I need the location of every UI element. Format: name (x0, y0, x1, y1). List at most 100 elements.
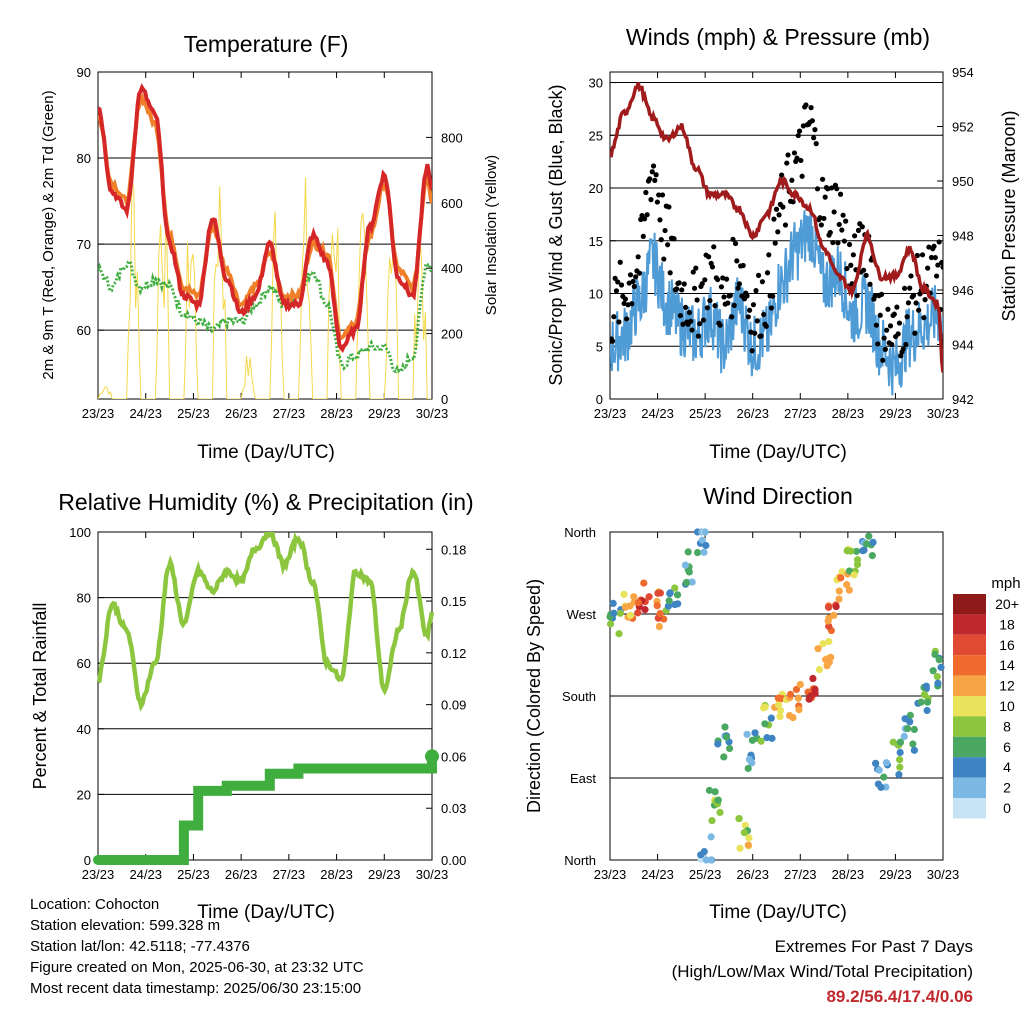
direction-point (900, 732, 908, 741)
pressure-line (610, 82, 943, 373)
direction-point (714, 796, 722, 804)
direction-point (760, 704, 768, 712)
y-tick-label: North (564, 853, 596, 868)
legend-label: 2 (1003, 780, 1011, 796)
x-tick-label: 26/23 (225, 867, 258, 882)
direction-point (682, 578, 690, 587)
gust-point (658, 237, 664, 243)
gust-point (877, 312, 883, 318)
gust-point (940, 264, 943, 270)
direction-point (934, 679, 942, 687)
direction-point (744, 841, 752, 849)
y2-tick-label: 944 (952, 338, 974, 353)
gust-point (900, 346, 906, 352)
gust-point (791, 150, 798, 156)
direction-point (853, 556, 862, 564)
y-tick-label: 60 (77, 656, 91, 671)
gust-point (654, 199, 660, 205)
gust-point (770, 293, 776, 299)
gust-point (718, 284, 725, 290)
temp-9m-line (98, 92, 432, 341)
direction-point (922, 682, 930, 690)
direction-point (701, 528, 709, 536)
y2-tick-label: 200 (441, 327, 463, 342)
gust-point (799, 173, 805, 179)
legend-label: 0 (1003, 800, 1011, 816)
x-tick-label: 27/23 (784, 867, 817, 882)
plot-frame (609, 531, 944, 861)
direction-point (837, 574, 845, 582)
gust-point (735, 285, 741, 291)
gust-point (627, 272, 634, 278)
legend-label: 14 (999, 657, 1015, 673)
gust-point (894, 304, 900, 310)
y-tick-label: 90 (77, 65, 91, 80)
humidity-ylabel: Percent & Total Rainfall (30, 603, 50, 790)
gust-point (630, 278, 636, 285)
wind-series (610, 82, 943, 396)
x-tick-label: 25/23 (689, 867, 722, 882)
direction-point (745, 755, 754, 764)
direction-point (761, 720, 769, 728)
legend-label: 20+ (995, 596, 1019, 612)
gust-point (731, 302, 737, 308)
gust-point (693, 265, 699, 271)
gust-point (844, 265, 850, 272)
direction-point (656, 589, 664, 597)
gust-point (611, 314, 617, 320)
y2-tick-label: 950 (952, 174, 974, 189)
gust-point (641, 216, 648, 222)
direction-point (748, 736, 757, 744)
humidity-title: Relative Humidity (%) & Precipitation (i… (58, 489, 473, 515)
direction-point (895, 756, 904, 764)
direction-point (698, 536, 706, 544)
direction-point (819, 640, 827, 648)
gust-point (803, 102, 809, 108)
x-tick-label: 28/23 (832, 406, 865, 421)
gust-point (652, 177, 658, 183)
legend-swatch-10 (953, 798, 986, 819)
direction-point (872, 759, 880, 767)
gust-point (752, 330, 758, 336)
x-tick-label: 27/23 (273, 867, 306, 882)
y2-tick-label: 0.09 (441, 698, 466, 713)
gust-point (613, 288, 620, 294)
direction-point (656, 609, 664, 618)
direction-point (776, 707, 785, 715)
legend-swatch-4 (953, 675, 986, 696)
direction-point (929, 667, 937, 675)
legend-label: 4 (1003, 759, 1011, 775)
gust-point (912, 330, 918, 336)
direction-point (865, 532, 873, 540)
gust-point (758, 333, 764, 339)
direction-point (896, 763, 904, 771)
gust-point (648, 196, 654, 203)
location-text: Location: Cohocton (30, 896, 160, 913)
gust-point (747, 307, 753, 313)
humidity-panel: Relative Humidity (%) & Precipitation (i… (30, 489, 474, 923)
gust-point (808, 105, 814, 111)
gust-point (635, 254, 641, 260)
direction-point (621, 603, 629, 611)
gust-point (700, 317, 707, 323)
direction-point (716, 808, 724, 816)
direction-point (920, 691, 929, 699)
gust-point (820, 176, 826, 182)
legend-swatch-0 (953, 594, 986, 615)
direction-point (785, 711, 794, 720)
direction-point (665, 597, 673, 605)
gust-point (910, 292, 917, 298)
gust-point (841, 238, 847, 244)
gust-point (766, 252, 772, 258)
x-tick-label: 27/23 (784, 406, 817, 421)
y2-tick-label: 948 (952, 229, 974, 244)
gust-point (881, 335, 887, 341)
gust-point (904, 314, 910, 320)
gust-point (919, 252, 926, 258)
y-tick-label: North (564, 525, 596, 540)
direction-point (795, 706, 803, 714)
x-tick-label: 25/23 (177, 406, 210, 421)
gust-point (629, 301, 635, 307)
x-tick-label: 30/23 (416, 406, 449, 421)
direction-point (757, 737, 765, 745)
